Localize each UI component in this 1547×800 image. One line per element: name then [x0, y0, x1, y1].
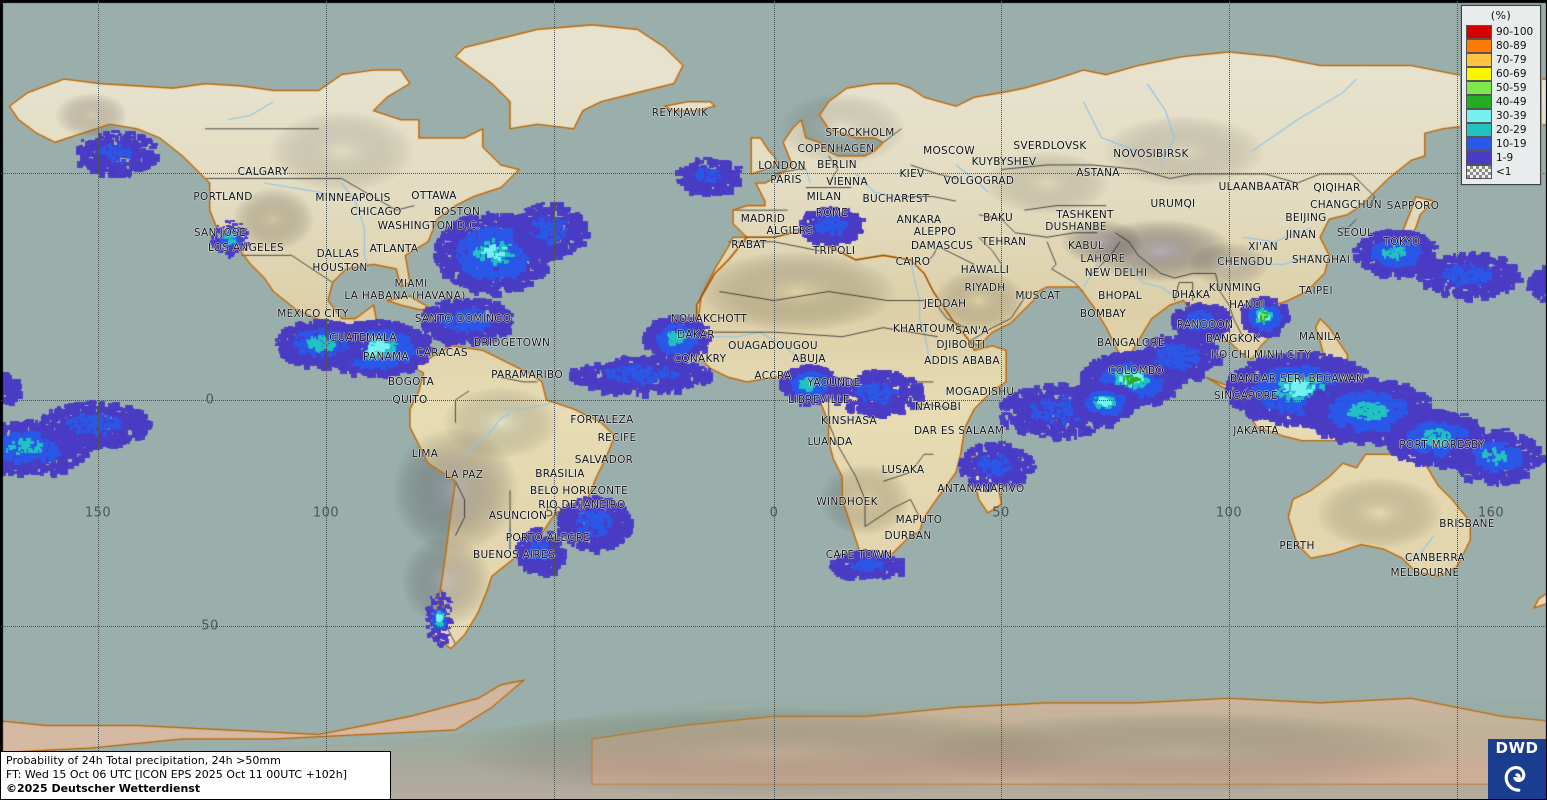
- legend-label: 30-39: [1496, 109, 1527, 122]
- legend-swatch: [1466, 53, 1492, 67]
- legend-row: 10-19: [1466, 137, 1536, 151]
- legend-label: 60-69: [1496, 67, 1527, 80]
- legend-swatch: [1466, 81, 1492, 95]
- caption-title: Probability of 24h Total precipitation, …: [6, 754, 281, 767]
- legend-row: 1-9: [1466, 151, 1536, 165]
- legend-swatch: [1466, 165, 1492, 179]
- probability-legend: (%) 90-100 80-89 70-79 60-69 50-59 40-49 30-39…: [1461, 5, 1541, 185]
- legend-swatch: [1466, 123, 1492, 137]
- legend-row: 70-79: [1466, 53, 1536, 67]
- legend-row: 60-69: [1466, 67, 1536, 81]
- legend-swatch: [1466, 39, 1492, 53]
- legend-swatch: [1466, 137, 1492, 151]
- legend-label: 80-89: [1496, 39, 1527, 52]
- legend-row: 80-89: [1466, 39, 1536, 53]
- map-caption: Probability of 24h Total precipitation, …: [1, 751, 391, 799]
- legend-label: <1: [1496, 165, 1512, 178]
- legend-row: 90-100: [1466, 25, 1536, 39]
- legend-row: 20-29: [1466, 123, 1536, 137]
- dwd-logo-text: DWD: [1495, 739, 1539, 757]
- legend-swatch: [1466, 151, 1492, 165]
- legend-title: (%): [1490, 9, 1512, 22]
- legend-swatch: [1466, 25, 1492, 39]
- legend-label: 20-29: [1496, 123, 1527, 136]
- legend-swatch: [1466, 95, 1492, 109]
- legend-label: 40-49: [1496, 95, 1527, 108]
- caption-valid-time: FT: Wed 15 Oct 06 UTC [ICON EPS 2025 Oct…: [6, 768, 348, 781]
- legend-row: 50-59: [1466, 81, 1536, 95]
- legend-swatch: [1466, 109, 1492, 123]
- legend-swatch: [1466, 67, 1492, 81]
- legend-row: <1: [1466, 165, 1536, 179]
- dwd-logo: DWD: [1488, 739, 1546, 799]
- legend-entries: 90-100 80-89 70-79 60-69 50-59 40-49 30-39 20-2…: [1466, 25, 1536, 179]
- legend-label: 70-79: [1496, 53, 1527, 66]
- legend-row: 30-39: [1466, 109, 1536, 123]
- legend-label: 90-100: [1496, 25, 1534, 38]
- legend-label: 50-59: [1496, 81, 1527, 94]
- legend-label: 10-19: [1496, 137, 1527, 150]
- spiral-icon: [1504, 766, 1526, 792]
- caption-copyright: ©2025 Deutscher Wetterdienst: [6, 782, 201, 795]
- legend-label: 1-9: [1496, 151, 1514, 164]
- legend-row: 40-49: [1466, 95, 1536, 109]
